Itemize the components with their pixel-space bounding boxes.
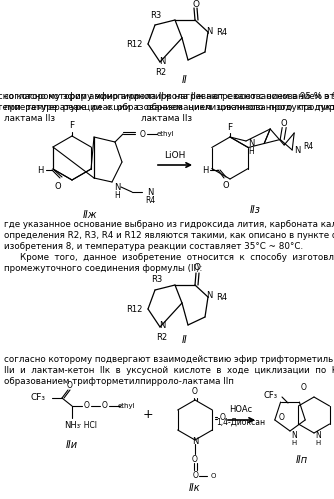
Text: +: + [143, 409, 153, 422]
Text: Кроме  того,  данное  изобретение  относится  к  способу  изготовления: Кроме того, данное изобретение относится… [20, 253, 334, 262]
Text: согласно которому эфир аминопиррола IIж нагревают с основанием в 95 % этаноле: согласно которому эфир аминопиррола IIж … [0, 92, 334, 101]
Text: N: N [248, 139, 254, 148]
Text: O: O [223, 181, 229, 190]
Text: R3: R3 [150, 10, 162, 19]
Text: при  температуре  реакции  с  образованием  циклизованного  продукта  пирроло-: при температуре реакции с образованием ц… [0, 103, 334, 112]
Text: N: N [147, 188, 153, 197]
Text: O: O [140, 130, 146, 139]
Text: II: II [182, 335, 188, 345]
Text: IIж: IIж [83, 210, 97, 220]
Text: H: H [37, 166, 43, 175]
Text: R4: R4 [216, 27, 227, 36]
Text: R4: R4 [145, 196, 155, 205]
Text: O: O [102, 402, 108, 411]
Text: IIп: IIп [296, 455, 308, 465]
Text: изобретения 8, и температура реакции составляет 35°С ~ 80°С.: изобретения 8, и температура реакции сос… [4, 242, 303, 251]
Text: O: O [193, 263, 200, 272]
Text: F: F [227, 122, 232, 132]
Text: N: N [206, 291, 212, 300]
Text: F: F [69, 120, 74, 130]
Text: промежуточного соединения формулы (II):: промежуточного соединения формулы (II): [4, 264, 202, 273]
Text: ethyl: ethyl [117, 403, 135, 409]
Text: O: O [281, 119, 288, 128]
Text: N: N [159, 321, 165, 330]
Text: определения R2, R3, R4 и R12 являются такими, как описано в пункте формулы: определения R2, R3, R4 и R12 являются та… [4, 231, 334, 240]
Text: IIи: IIи [66, 440, 78, 450]
Text: O: O [193, 472, 199, 481]
Text: LiOH: LiOH [164, 151, 186, 160]
Text: N: N [114, 183, 120, 192]
Text: R12: R12 [126, 304, 142, 313]
Text: где указанное основание выбрано из гидроксида лития, карбоната калия; и: где указанное основание выбрано из гидро… [4, 220, 334, 229]
Text: H: H [315, 440, 321, 446]
Text: N: N [294, 146, 300, 155]
Text: H: H [114, 191, 120, 200]
Text: ethyl: ethyl [156, 131, 174, 137]
Text: R4: R4 [216, 292, 227, 301]
Text: R2: R2 [155, 67, 167, 76]
Text: O: O [192, 456, 198, 465]
Text: N: N [315, 431, 321, 440]
Text: R3: R3 [151, 275, 163, 284]
Text: CF₃: CF₃ [30, 394, 45, 403]
Text: H: H [202, 166, 208, 175]
Text: O: O [210, 473, 216, 479]
Text: IIз: IIз [249, 205, 261, 215]
Text: CF₃: CF₃ [263, 391, 277, 400]
Text: N: N [192, 438, 198, 447]
Text: IIк: IIк [189, 483, 201, 493]
Text: N: N [159, 56, 165, 65]
Text: лактама IIз: лактама IIз [141, 114, 193, 123]
Text: H: H [291, 440, 297, 446]
Text: R2: R2 [156, 332, 168, 341]
Text: согласно которому подвергают взаимодействию эфир трифторметильного амина: согласно которому подвергают взаимодейст… [4, 355, 334, 364]
Text: NH₃: NH₃ [64, 421, 80, 430]
Text: согласно которому эфир аминопиррола IIж нагревают с основанием в 95 % этаноле: согласно которому эфир аминопиррола IIж … [4, 92, 334, 101]
Text: R4: R4 [303, 142, 313, 151]
Text: O: O [192, 388, 198, 397]
Text: O: O [192, 0, 199, 8]
Text: 1,4-Диоксан: 1,4-Диоксан [216, 418, 266, 427]
Text: II: II [182, 75, 188, 85]
Text: O: O [67, 382, 73, 391]
Text: N: N [291, 431, 297, 440]
Text: при  температуре  реакции  с  образованием  циклизованного  продукта  пирроло-: при температуре реакции с образованием ц… [4, 103, 334, 112]
Text: O: O [301, 383, 307, 392]
Text: лактама IIз: лактама IIз [4, 114, 55, 123]
Text: H: H [248, 147, 254, 156]
Text: · HCl: · HCl [79, 421, 97, 430]
Text: O: O [279, 413, 285, 422]
Text: R12: R12 [126, 39, 142, 48]
Text: IIи  и  лактам-кетон  IIк  в  уксусной  кислоте  в  ходе  циклизации  по  Кнорру: IIи и лактам-кетон IIк в уксусной кислот… [4, 366, 334, 375]
Text: HOAc: HOAc [229, 406, 253, 415]
Text: O: O [84, 402, 90, 411]
Text: O: O [220, 413, 226, 422]
Text: образованием трифторметилпирроло-лактама IIп: образованием трифторметилпирроло-лактама… [4, 377, 234, 386]
Text: N: N [206, 26, 212, 35]
Text: O: O [55, 182, 61, 191]
